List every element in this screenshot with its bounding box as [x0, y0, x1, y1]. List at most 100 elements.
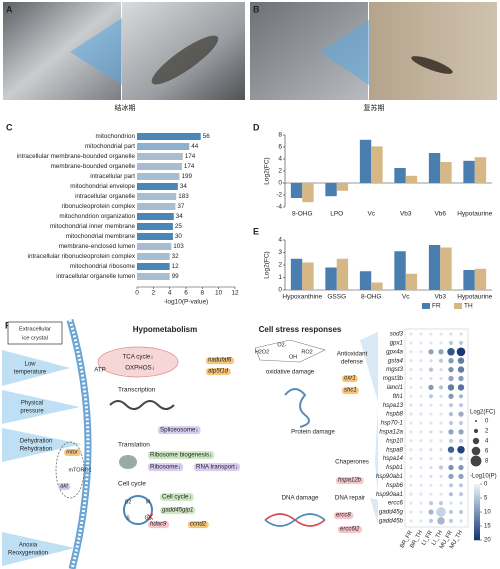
x-tick-label: Vb6: [434, 211, 446, 218]
dot: [457, 445, 465, 454]
x-tick-label: 8: [201, 290, 205, 297]
label-background: [148, 521, 170, 529]
panel-label: D: [253, 122, 260, 132]
dot: [438, 358, 444, 363]
bar: [137, 273, 170, 280]
x-tick-label: Hypoxanthine: [282, 294, 322, 301]
label-background: [158, 426, 201, 435]
dot: [419, 474, 423, 478]
dot: [458, 429, 464, 435]
label-background: [160, 493, 194, 502]
bar: [302, 262, 314, 290]
x-tick-label: LPO: [330, 211, 343, 218]
zoom-wedge: [70, 18, 122, 85]
diagram-text: RO2: [301, 349, 312, 355]
diagram-text: hdac9: [150, 522, 167, 528]
dot: [419, 394, 423, 398]
dot: [428, 501, 434, 506]
color-bar: [474, 537, 480, 541]
x-tick-label: 8-OHG: [361, 294, 382, 301]
dot: [448, 393, 454, 399]
diagram-text: DNA repair: [335, 495, 365, 502]
dot: [419, 465, 423, 470]
dot: [428, 384, 434, 391]
dot: [458, 492, 464, 497]
y-tick-label: -4: [276, 204, 282, 211]
dot: [439, 492, 443, 496]
stress-arrow: [2, 350, 70, 386]
count-label: 25: [175, 223, 183, 230]
dot: [439, 483, 443, 487]
diagram-text: akt: [60, 484, 68, 490]
diagram-text: ercc6l2: [340, 527, 360, 533]
y-tick-label: 8: [278, 132, 282, 139]
bar: [371, 146, 383, 183]
x-tick-label: Vc: [367, 211, 375, 218]
dot: [428, 509, 434, 515]
dot: [438, 349, 444, 355]
bar: [137, 173, 180, 180]
stress-arrow: [2, 532, 75, 566]
stress-arrow: [2, 428, 82, 462]
dot: [448, 375, 454, 382]
color-legend-title: -Log10(P): [470, 474, 497, 480]
x-tick-label: 8-OHG: [292, 211, 313, 218]
dot: [428, 518, 434, 524]
protein: [284, 388, 310, 428]
diagram-text: Translation: [118, 442, 150, 449]
dot: [448, 483, 454, 488]
x-tick-label: Vb3: [434, 294, 446, 301]
gene-label: hspb6: [386, 482, 403, 489]
diagram-text: mTORC1: [68, 467, 91, 473]
diagram-text: Extracellular: [19, 327, 51, 333]
dot: [447, 384, 455, 391]
gene-label: mgst3b: [383, 375, 404, 382]
bar: [137, 133, 201, 140]
gene-label: hspa12a: [379, 429, 403, 436]
dot: [419, 332, 423, 336]
category-label: intracellular ribonucleoprotein complex: [28, 253, 136, 260]
legend-swatch: [454, 303, 462, 309]
dot: [436, 507, 446, 517]
color-bar: [474, 523, 480, 527]
dot: [419, 501, 423, 505]
diagram-text: Cell stress responses: [259, 325, 342, 334]
dot: [458, 509, 464, 515]
count-label: 56: [203, 133, 211, 140]
dot: [429, 341, 433, 345]
category-label: intracellular organelle: [75, 193, 135, 200]
gene-label: hsp10: [386, 437, 403, 444]
dot: [457, 384, 465, 391]
color-tick-label: 10: [484, 510, 491, 516]
color-bar: [474, 531, 480, 535]
y-axis-label: Log2(FC): [264, 157, 271, 184]
gene-label: gsta4: [388, 357, 404, 364]
bar: [290, 183, 303, 198]
y-tick-label: 6: [278, 144, 282, 151]
color-bar: [474, 512, 480, 516]
bar: [440, 162, 452, 183]
dot: [419, 376, 423, 381]
diagram-text: TCA cycle↓: [123, 354, 154, 361]
dot: [439, 474, 443, 478]
count-label: 174: [185, 153, 196, 160]
gene-label: mgst3: [386, 366, 403, 373]
bar: [440, 247, 452, 290]
diagram-text: G2: [125, 499, 132, 505]
gene-label: gpx4a: [386, 348, 403, 355]
label-background: [58, 483, 71, 491]
photo-caption: 结冰期: [115, 103, 136, 112]
diagram-text: ercc8: [336, 513, 351, 519]
diagram-text: OXPHOS↓: [125, 365, 155, 372]
color-bar: [474, 528, 480, 532]
link-wedge: [375, 406, 378, 495]
color-tick-label: 15: [484, 524, 491, 530]
gene-label: fth1: [393, 393, 403, 400]
size-legend-dot: [471, 446, 481, 456]
x-tick-label: GSSG: [327, 294, 346, 301]
dot: [409, 501, 413, 505]
dot: [448, 492, 454, 497]
category-label: mitochondrion organization: [59, 213, 135, 220]
dot: [419, 368, 423, 372]
label-background: [64, 449, 81, 457]
